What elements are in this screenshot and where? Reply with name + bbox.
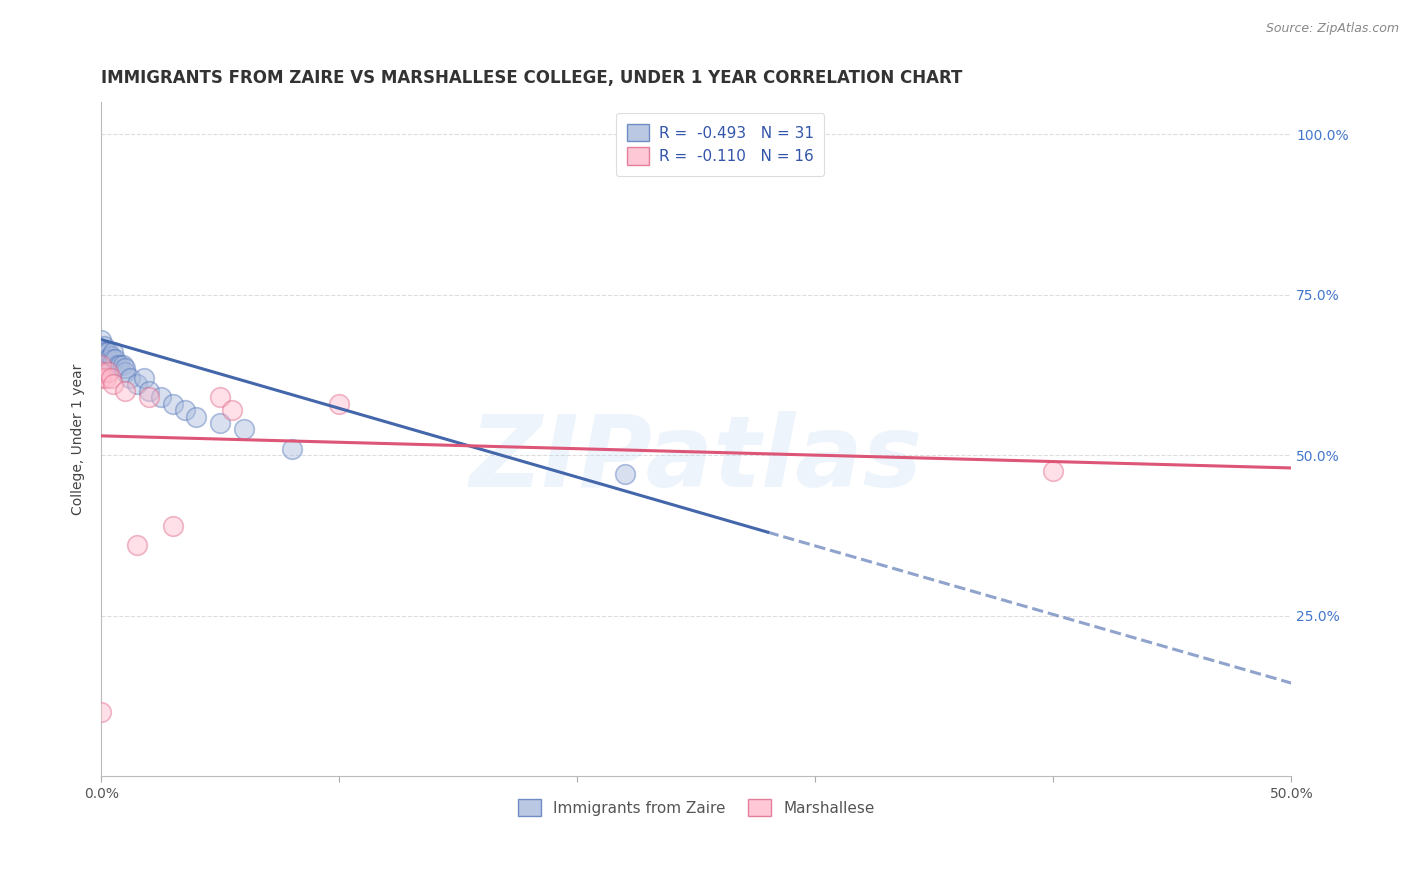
Point (100, 371, 122, 385)
Point (209, 390, 232, 404)
Text: ZIPatlas: ZIPatlas (470, 411, 922, 508)
Point (90, 365, 112, 379)
Point (114, 361, 136, 376)
Y-axis label: College, Under 1 year: College, Under 1 year (72, 363, 86, 515)
Point (107, 358, 129, 372)
Point (94, 345, 117, 359)
Point (97, 351, 120, 366)
Point (162, 518, 184, 533)
Point (118, 371, 141, 385)
Point (110, 358, 132, 372)
Point (209, 416, 232, 430)
Legend: Immigrants from Zaire, Marshallese: Immigrants from Zaire, Marshallese (512, 793, 882, 822)
Point (132, 371, 155, 385)
Point (90, 371, 112, 385)
Point (1042, 464, 1064, 478)
Point (114, 365, 136, 379)
Point (90, 358, 112, 372)
Point (93, 339, 115, 353)
Point (97, 365, 120, 379)
Point (280, 442, 302, 456)
Point (138, 384, 160, 398)
Point (186, 409, 208, 424)
Point (90, 333, 112, 347)
Point (100, 358, 122, 372)
Point (97, 345, 120, 359)
Point (93, 345, 115, 359)
Point (125, 538, 148, 552)
Point (101, 351, 124, 366)
Point (90, 345, 112, 359)
Point (101, 377, 124, 392)
Point (94, 371, 117, 385)
Point (114, 384, 136, 398)
Point (221, 403, 243, 417)
Point (101, 345, 124, 359)
Point (233, 422, 256, 436)
Point (173, 403, 195, 417)
Point (138, 390, 160, 404)
Point (125, 377, 148, 392)
Point (100, 349, 122, 363)
Point (90, 705, 112, 719)
Point (104, 351, 127, 366)
Point (111, 358, 134, 372)
Point (613, 467, 636, 482)
Point (328, 397, 350, 411)
Point (149, 390, 172, 404)
Point (94, 351, 117, 366)
Text: IMMIGRANTS FROM ZAIRE VS MARSHALLESE COLLEGE, UNDER 1 YEAR CORRELATION CHART: IMMIGRANTS FROM ZAIRE VS MARSHALLESE COL… (101, 69, 963, 87)
Text: Source: ZipAtlas.com: Source: ZipAtlas.com (1265, 22, 1399, 36)
Point (90, 358, 112, 372)
Point (162, 397, 184, 411)
